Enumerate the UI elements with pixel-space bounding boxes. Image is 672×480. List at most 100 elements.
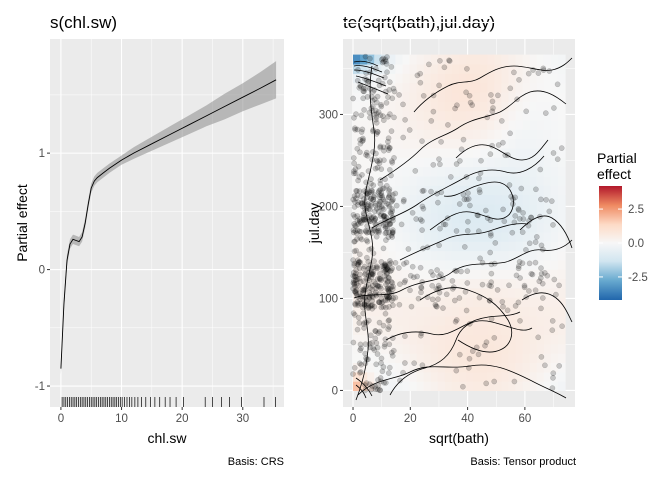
- heatmap-cell: [409, 362, 418, 373]
- data-point: [477, 255, 483, 262]
- heatmap-cell: [515, 157, 524, 168]
- data-point: [352, 170, 359, 177]
- data-point: [365, 258, 372, 265]
- heatmap-cell: [409, 203, 418, 214]
- data-point: [389, 230, 396, 237]
- heatmap-cell: [487, 92, 495, 102]
- data-point: [491, 334, 498, 341]
- data-point: [358, 236, 365, 243]
- heatmap-cell: [402, 231, 411, 242]
- heatmap-cell: [409, 82, 418, 93]
- heatmap-cell: [451, 92, 460, 102]
- data-point: [385, 147, 392, 153]
- data-point: [463, 307, 470, 314]
- heatmap-cell: [360, 259, 368, 270]
- data-point: [383, 304, 389, 311]
- heatmap-cell: [459, 222, 467, 233]
- heatmap-cell: [543, 166, 552, 177]
- heatmap-cell: [466, 297, 474, 308]
- heatmap-cell: [459, 241, 467, 252]
- data-point: [375, 225, 382, 231]
- heatmap-cell: [388, 325, 396, 335]
- data-point: [352, 277, 359, 284]
- heatmap-cell: [487, 194, 495, 205]
- heatmap-cell: [550, 259, 559, 270]
- data-point: [374, 282, 381, 289]
- heatmap-cell: [395, 353, 404, 363]
- heatmap-cell: [536, 147, 545, 158]
- heatmap-cell: [557, 287, 566, 298]
- data-point: [556, 282, 562, 289]
- heatmap-cell: [381, 194, 389, 205]
- data-point: [381, 273, 388, 279]
- data-point: [389, 352, 396, 359]
- heatmap-cell: [550, 315, 559, 326]
- heatmap-cell: [473, 213, 481, 224]
- heatmap-cell: [515, 269, 524, 280]
- heatmap-cell: [501, 250, 510, 261]
- data-point: [361, 301, 368, 308]
- heatmap-cell: [451, 203, 460, 214]
- heatmap-cell: [374, 222, 382, 233]
- data-point: [390, 217, 396, 224]
- heatmap-cell: [466, 306, 474, 317]
- heatmap-cell: [409, 110, 418, 121]
- data-point: [520, 216, 527, 222]
- heatmap-cell: [430, 138, 439, 149]
- heatmap-cell: [529, 297, 538, 308]
- data-point: [364, 229, 370, 236]
- data-point: [556, 363, 563, 369]
- data-point: [375, 283, 382, 290]
- heatmap-cell: [388, 175, 396, 186]
- heatmap-cell: [360, 213, 368, 224]
- data-point: [354, 298, 361, 305]
- data-point: [370, 89, 376, 95]
- heatmap-cell: [466, 241, 474, 252]
- heatmap-cell: [529, 101, 538, 112]
- data-point: [457, 158, 463, 164]
- heatmap-cell: [416, 138, 425, 149]
- heatmap-cell: [388, 297, 396, 308]
- heatmap-cell: [374, 185, 382, 196]
- data-point: [388, 210, 395, 217]
- heatmap-cell: [353, 334, 361, 345]
- data-point: [382, 297, 389, 304]
- tensor-panel-y-label: jul.day: [306, 203, 322, 244]
- heatmap-cell: [374, 343, 382, 354]
- heatmap-cell: [388, 185, 396, 196]
- heatmap-cell: [487, 147, 495, 158]
- heatmap-cell: [353, 54, 361, 65]
- heatmap-cell: [395, 101, 404, 112]
- heatmap-cell: [466, 269, 474, 280]
- heatmap-cell: [515, 231, 524, 242]
- heatmap-cell: [374, 287, 382, 298]
- data-point: [435, 199, 441, 206]
- data-point: [391, 155, 397, 161]
- heatmap-cell: [395, 241, 404, 252]
- heatmap-cell: [451, 147, 460, 158]
- data-point: [447, 174, 454, 180]
- heatmap-cell: [430, 82, 439, 93]
- data-point: [504, 307, 511, 314]
- data-point: [354, 276, 361, 283]
- data-point: [495, 142, 502, 148]
- heatmap-cell: [515, 119, 524, 130]
- data-point: [516, 77, 522, 83]
- heatmap-cell: [367, 297, 375, 308]
- heatmap-cell: [459, 371, 467, 382]
- heatmap-cell: [508, 82, 517, 93]
- heatmap-cell: [416, 157, 425, 168]
- heatmap-cell: [423, 250, 432, 261]
- heatmap-cell: [529, 353, 538, 363]
- heatmap-cell: [480, 194, 488, 205]
- data-point: [437, 225, 443, 232]
- heatmap-cell: [515, 175, 524, 186]
- data-point: [382, 261, 388, 267]
- heatmap-cell: [437, 250, 446, 261]
- heatmap-cell: [487, 129, 495, 140]
- heatmap-cell: [395, 82, 404, 93]
- heatmap-cell: [416, 54, 425, 65]
- data-point: [368, 196, 374, 202]
- data-point: [476, 189, 483, 196]
- heatmap-cell: [381, 353, 389, 363]
